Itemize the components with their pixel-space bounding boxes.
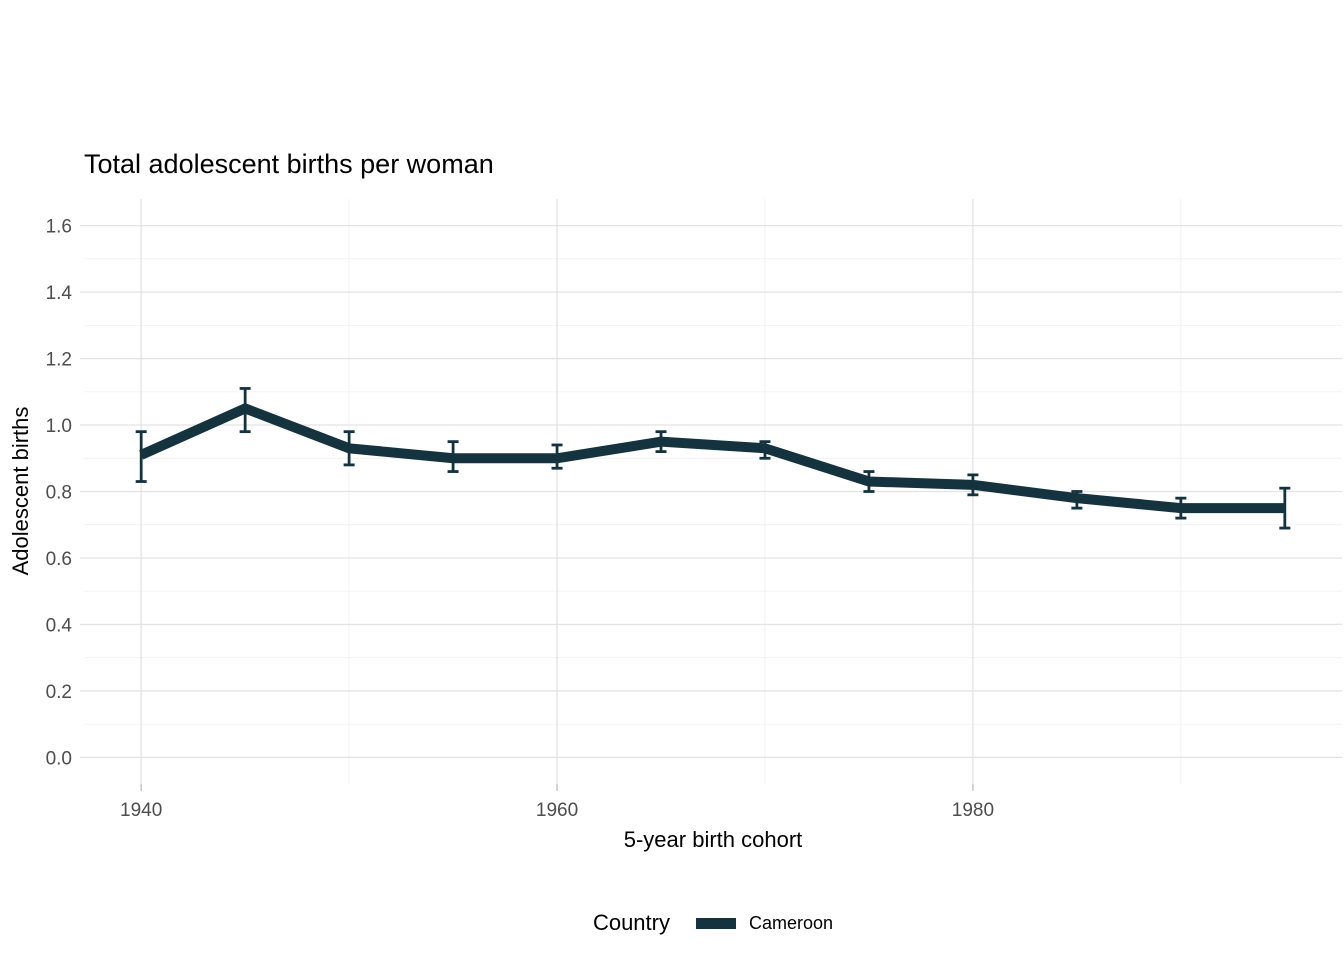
series-line-cameroon	[139, 402, 1285, 514]
x-tick-label: 1960	[536, 800, 578, 821]
chart-title: Total adolescent births per woman	[84, 149, 494, 179]
y-tick-label: 0.4	[46, 615, 73, 636]
y-tick-label: 0.6	[46, 549, 72, 570]
y-tick-label: 1.4	[46, 283, 73, 304]
y-tick-label: 1.6	[46, 217, 72, 238]
y-tick-label: 1.0	[46, 416, 72, 437]
legend: Country Cameroon	[84, 906, 1342, 940]
y-tick-label: 1.2	[46, 350, 72, 371]
y-tick-label: 0.2	[46, 682, 72, 703]
x-axis-title: 5-year birth cohort	[623, 827, 803, 852]
y-tick-label: 0.8	[46, 483, 72, 504]
legend-title: Country	[592, 910, 670, 935]
legend-swatch-cameroon	[696, 917, 736, 929]
legend-label-cameroon: Cameroon	[749, 912, 834, 933]
y-tick-label: 0.0	[46, 748, 72, 769]
x-tick-label: 1980	[952, 800, 994, 821]
x-tick-label: 1940	[120, 800, 162, 821]
